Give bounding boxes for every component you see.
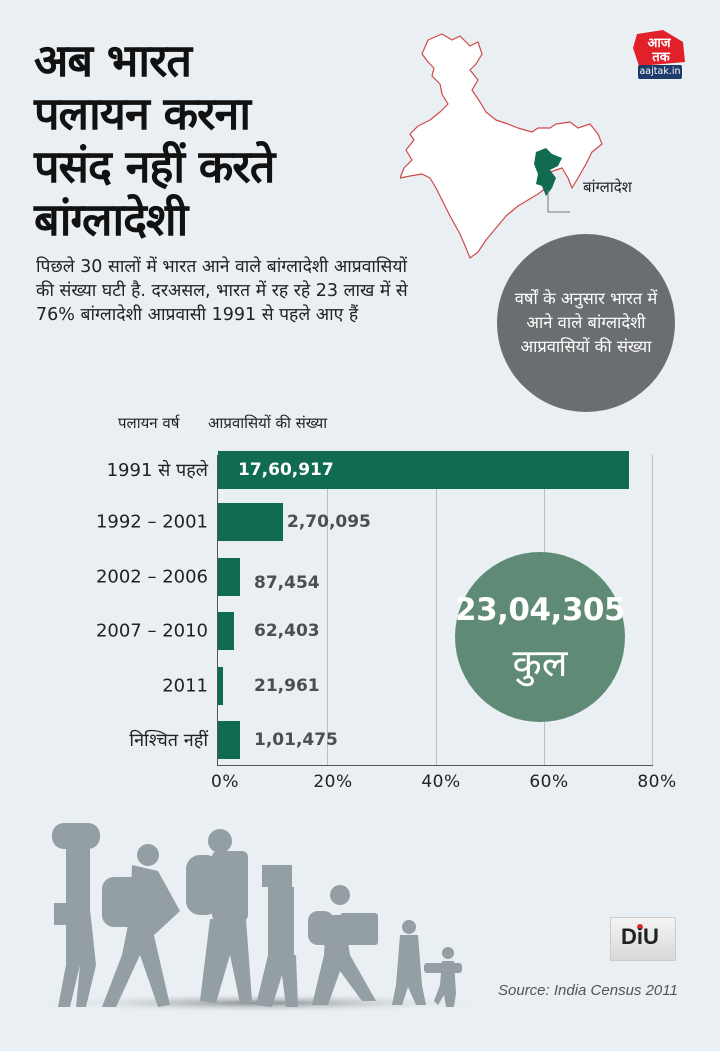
row-label: निश्चित नहीं: [129, 730, 208, 751]
row-label: 2002 – 2006: [95, 566, 208, 588]
diu-logo: DiU: [610, 917, 676, 961]
bangladesh-label: बांग्लादेश: [583, 178, 632, 196]
bar: [218, 612, 234, 650]
bar: [218, 451, 629, 489]
headline-line-2: पलायन करना: [34, 87, 251, 140]
x-tick: 80%: [637, 772, 677, 792]
bar-value: 87,454: [254, 573, 320, 593]
intro-paragraph: पिछले 30 सालों में भारत आने वाले बांग्ला…: [36, 257, 408, 325]
info-circle-text: वर्षों के अनुसार भारत में आने वाले बांग्…: [514, 289, 658, 356]
row-label: 2011: [162, 675, 208, 697]
bar-value: 1,01,475: [254, 730, 338, 750]
headline: अब भारत पलायन करना पसंद नहीं करते बांग्ल…: [34, 34, 394, 246]
bar-value: 62,403: [254, 621, 320, 641]
gridline-40: [436, 455, 437, 765]
bar: [218, 558, 240, 596]
total-number: 23,04,305: [455, 592, 626, 628]
x-tick: 60%: [529, 772, 569, 792]
source-note: Source: India Census 2011: [498, 982, 678, 999]
info-circle: वर्षों के अनुसार भारत में आने वाले बांग्…: [497, 234, 675, 412]
total-label: कुल: [512, 641, 568, 685]
y-axis: [217, 455, 218, 765]
india-map-icon: [400, 33, 603, 259]
x-tick: 40%: [421, 772, 461, 792]
bar-value: 21,961: [254, 676, 320, 696]
bar: [218, 667, 223, 705]
row-label: 1992 – 2001: [95, 511, 208, 533]
bangladesh-highlight-icon: [534, 148, 562, 196]
diu-logo-text: DiU: [621, 924, 659, 949]
x-tick: 20%: [313, 772, 353, 792]
headline-line-4: बांग्लादेशी: [34, 193, 188, 246]
gridline-20: [327, 455, 328, 765]
total-circle: 23,04,305 कुल: [455, 552, 626, 722]
column-header-count: आप्रवासियों की संख्या: [208, 414, 328, 432]
headline-line-3: पसंद नहीं करते: [34, 140, 275, 193]
column-header-year: पलायन वर्ष: [118, 414, 180, 432]
gridline-80: [652, 455, 653, 765]
svg-text:तक: तक: [651, 50, 670, 65]
row-label: 1991 से पहले: [106, 460, 208, 481]
x-axis: [217, 765, 653, 766]
row-label: 2007 – 2010: [95, 620, 208, 642]
bar: [218, 503, 283, 541]
headline-line-1: अब भारत: [34, 34, 192, 87]
x-tick: 0%: [211, 772, 239, 792]
bar: [218, 721, 240, 759]
aajtak-logo-icon: आज तक: [633, 30, 685, 66]
svg-text:आज: आज: [648, 36, 672, 51]
aajtak-url: aajtak.in: [638, 65, 682, 79]
bar-value: 17,60,917: [238, 460, 334, 480]
bar-value: 2,70,095: [287, 512, 371, 532]
diu-dot-icon: [637, 924, 643, 930]
migrants-silhouette-icon: [40, 823, 480, 1013]
